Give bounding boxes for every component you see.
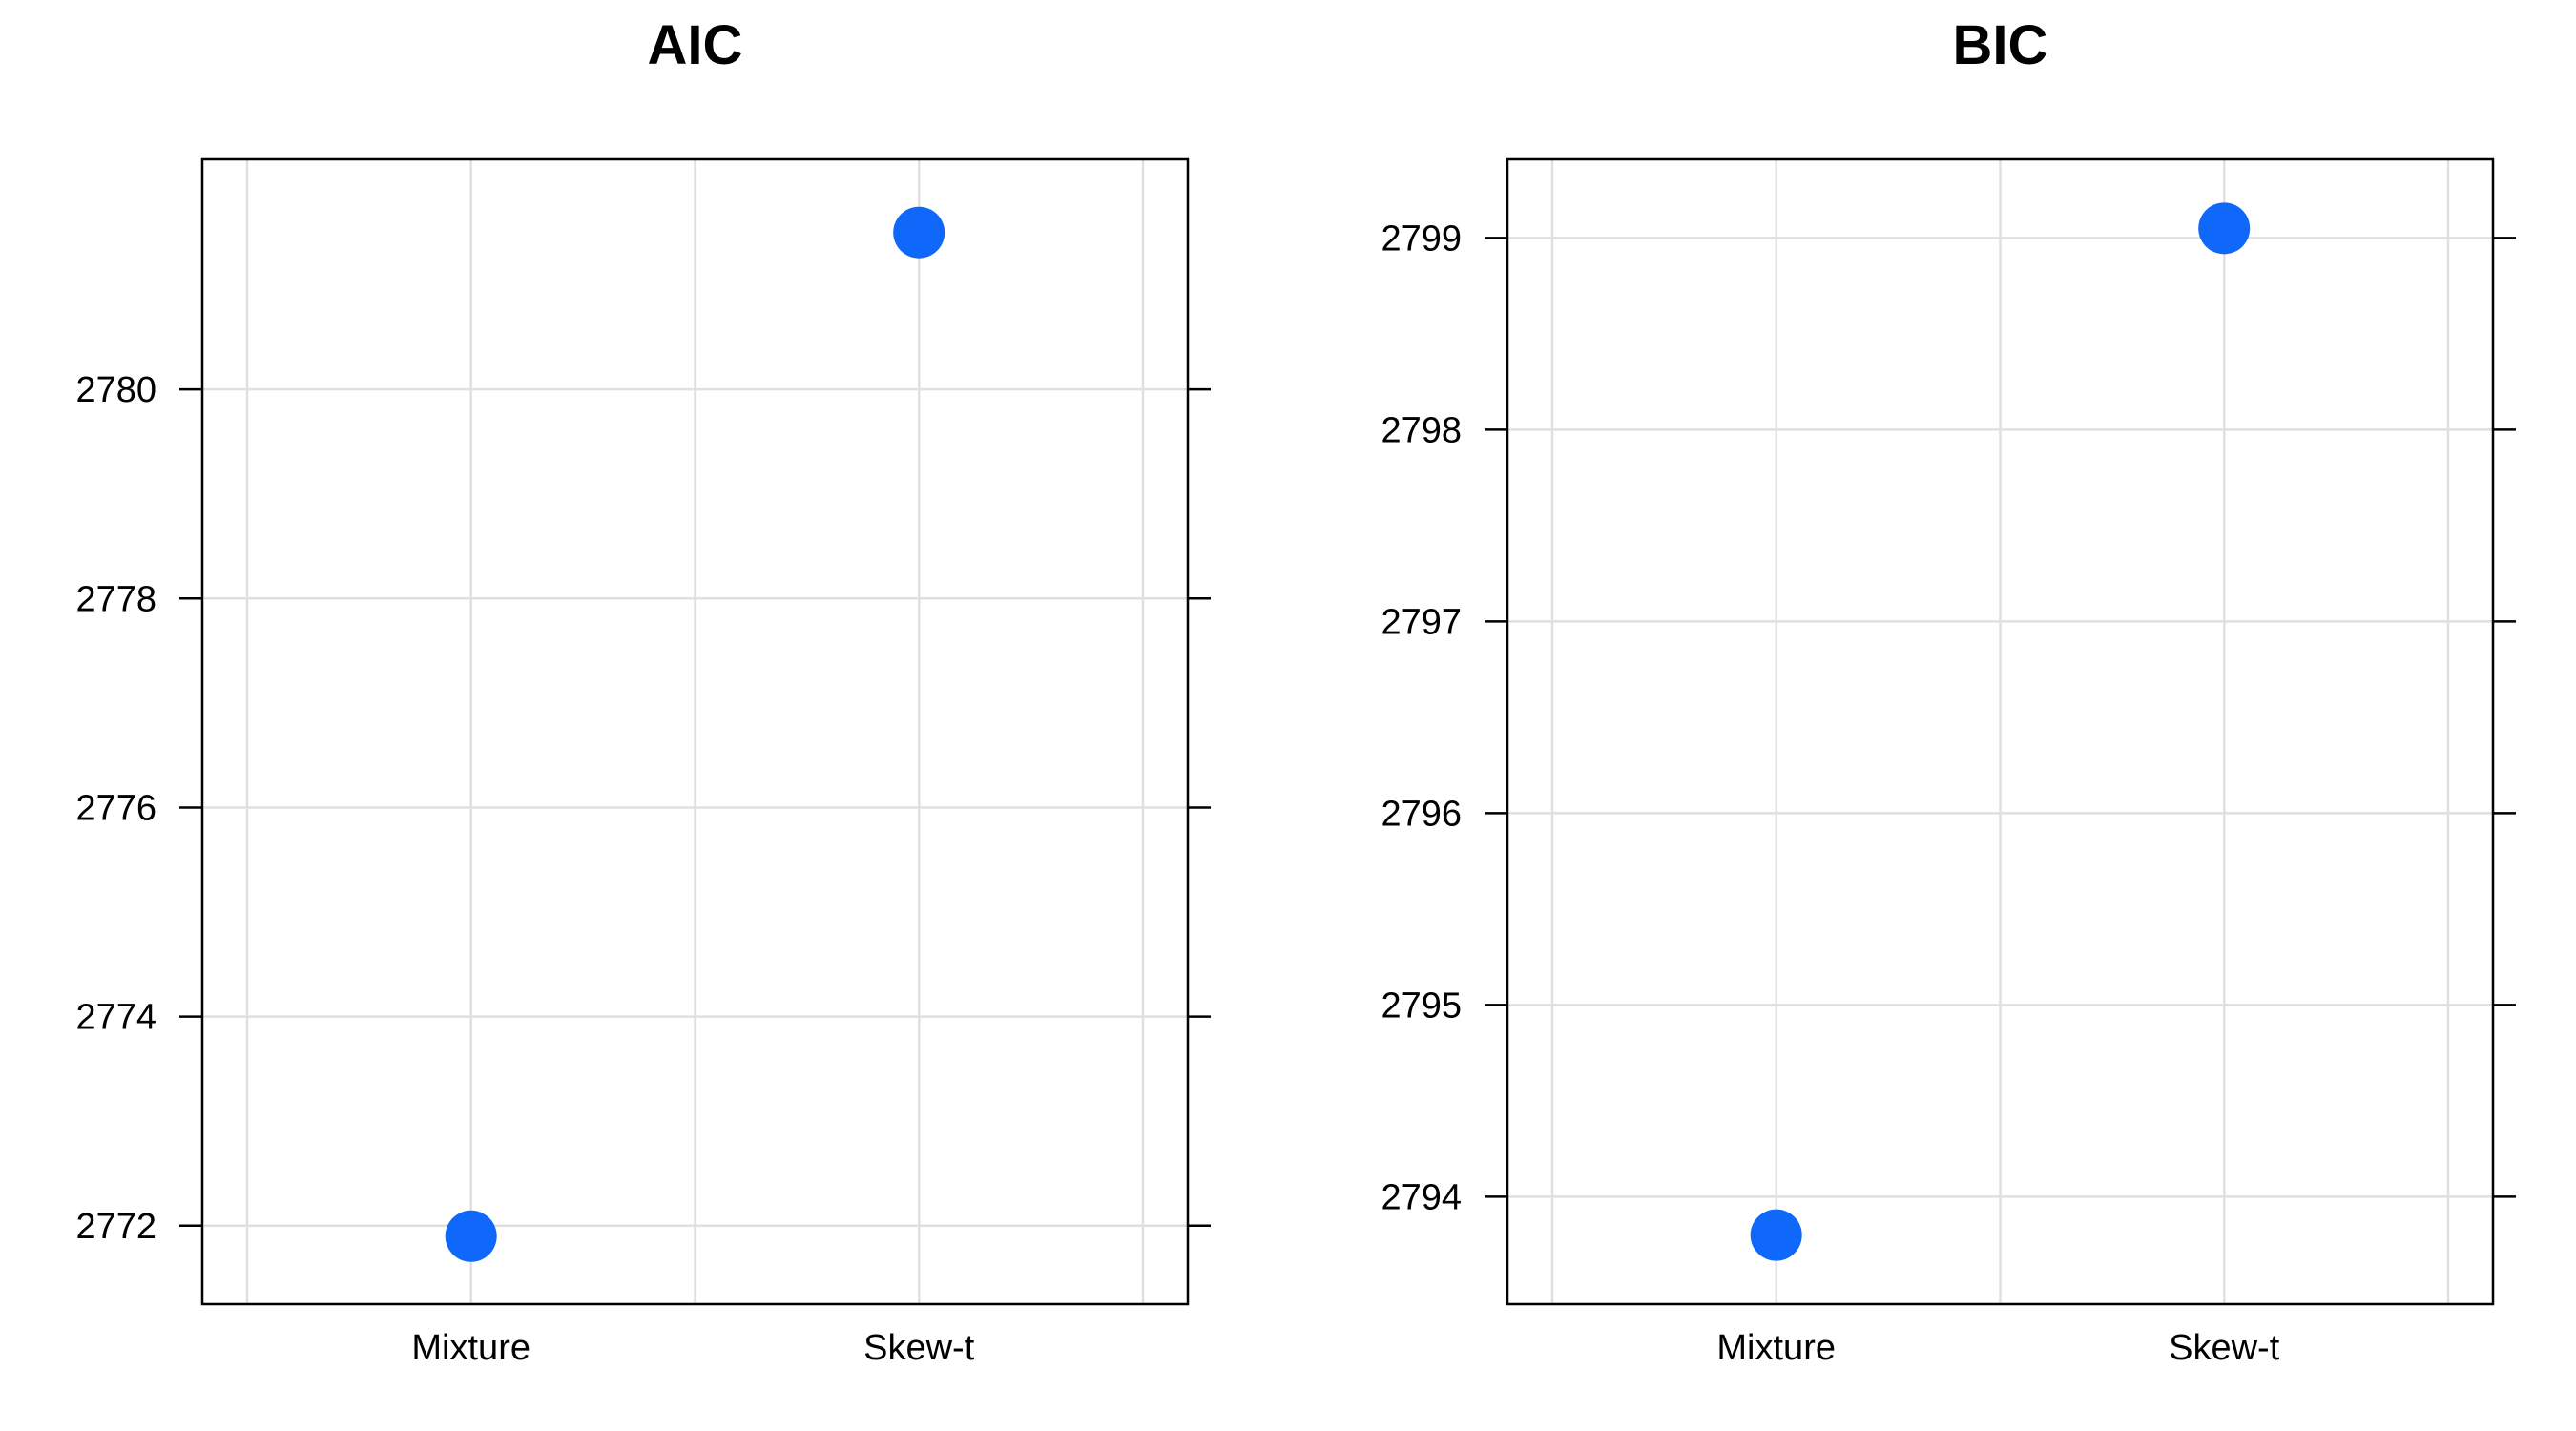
aic-y-tick-label: 2774 — [75, 998, 156, 1038]
aic-point-mixture — [445, 1210, 497, 1262]
aic-y-tick-label: 2778 — [75, 579, 156, 619]
aic-panel: AIC 2772 2774 2776 2778 2780 Mixture Skew-t — [75, 14, 1211, 1368]
aic-point-skew-t — [893, 206, 945, 259]
aic-plot-frame — [200, 157, 1190, 1306]
bic-title: BIC — [1953, 14, 2048, 76]
bic-x-tick-label: Skew-t — [2169, 1328, 2280, 1368]
aic-y-tick-label: 2780 — [75, 370, 156, 410]
aic-x-tick-label: Mixture — [411, 1328, 530, 1368]
bic-y-tick-label: 2794 — [1381, 1177, 1462, 1217]
bic-x-tick-label: Mixture — [1716, 1328, 1836, 1368]
aic-x-tick-label: Skew-t — [863, 1328, 975, 1368]
aic-y-tick-label: 2776 — [75, 788, 156, 828]
bic-point-skew-t — [2198, 202, 2251, 255]
bic-y-tick-label: 2797 — [1381, 602, 1462, 642]
aic-y-tick-label: 2772 — [75, 1207, 156, 1247]
bic-y-tick-label: 2796 — [1381, 794, 1462, 834]
bic-y-tick-label: 2798 — [1381, 410, 1462, 450]
bic-panel: BIC 2794 2795 2796 2797 2798 2799 Mixture Skew-… — [1381, 14, 2516, 1368]
bic-plot-frame — [1506, 157, 2495, 1306]
bic-y-tick-label: 2795 — [1381, 985, 1462, 1026]
bic-point-mixture — [1750, 1209, 1802, 1261]
aic-title: AIC — [648, 14, 743, 76]
bic-y-tick-label: 2799 — [1381, 218, 1462, 259]
